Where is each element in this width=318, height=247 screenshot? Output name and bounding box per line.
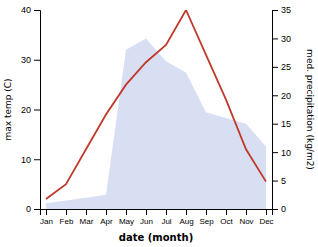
x-axis: Jan Feb Mar Apr May Jun Jul Aug Sep Oct Nov Dec <box>40 209 274 226</box>
tick-label: 35 <box>281 5 291 15</box>
tick: 20 <box>272 91 291 101</box>
y2-axis-title: med. precipitation (kg/m2) <box>305 49 315 170</box>
tick: Sep <box>199 209 214 226</box>
tick: 5 <box>272 176 286 186</box>
tick-label: Nov <box>239 217 253 226</box>
tick-mark <box>272 181 278 182</box>
tick-label: 0 <box>26 204 31 214</box>
tick-mark <box>272 67 278 68</box>
tick-label: 30 <box>21 55 31 65</box>
tick-mark <box>46 209 47 215</box>
tick-mark <box>266 209 267 215</box>
tick-mark <box>146 209 147 215</box>
tick-mark <box>272 152 278 153</box>
tick: Aug <box>179 209 193 226</box>
marks <box>46 10 266 209</box>
tick-label: Apr <box>100 217 113 226</box>
tick: 10 <box>272 148 291 158</box>
tick: 20 <box>21 105 40 115</box>
tick-label: Aug <box>179 217 193 226</box>
tick-label: 20 <box>281 91 291 101</box>
tick: 10 <box>21 155 40 165</box>
plot: Jan Feb Mar Apr May Jun Jul Aug Sep Oct Nov Dec 0 10 2… <box>21 5 291 225</box>
tick-mark <box>34 60 40 61</box>
tick-label: Jan <box>40 217 53 226</box>
tick-label: 40 <box>21 5 31 15</box>
tick: Dec <box>259 209 273 226</box>
chart: Jan Feb Mar Apr May Jun Jul Aug Sep Oct Nov Dec 0 10 2… <box>0 0 318 247</box>
tick-mark <box>166 209 167 215</box>
y2-axis: 0 5 10 15 20 25 30 35 <box>272 5 291 214</box>
tick: Jun <box>140 209 153 226</box>
tick-label: Sep <box>199 217 214 226</box>
tick: Jul <box>161 209 171 226</box>
axis-line <box>273 11 279 210</box>
axis-line <box>41 210 273 216</box>
tick: Mar <box>80 209 94 226</box>
tick-mark <box>272 124 278 125</box>
tick-mark <box>34 10 40 11</box>
tick-mark <box>206 209 207 215</box>
tick-label: Oct <box>220 217 233 226</box>
tick: 30 <box>21 55 40 65</box>
tick: Oct <box>220 209 233 226</box>
tick-mark <box>226 209 227 215</box>
tick: May <box>119 209 134 226</box>
precipitation-area <box>46 38 266 209</box>
y-axis: 0 10 20 30 40 <box>21 5 41 214</box>
tick-label: 10 <box>281 148 291 158</box>
tick-label: 15 <box>281 119 291 129</box>
y-axis-title: max temp (C) <box>3 78 13 140</box>
tick-label: 25 <box>281 62 291 72</box>
tick-mark <box>272 10 278 11</box>
tick-label: Jul <box>161 217 171 226</box>
tick-mark <box>272 38 278 39</box>
tick: 0 <box>26 204 40 214</box>
tick-mark <box>34 110 40 111</box>
tick: 25 <box>272 62 291 72</box>
tick-label: Mar <box>80 217 94 226</box>
tick-label: Feb <box>60 217 74 226</box>
tick: 15 <box>272 119 291 129</box>
temperature-line <box>46 10 266 199</box>
tick-label: 10 <box>21 155 31 165</box>
tick-label: 0 <box>281 204 286 214</box>
x-axis-title: date (month) <box>119 232 193 243</box>
tick-label: Dec <box>259 217 273 226</box>
tick-mark <box>272 209 278 210</box>
tick: 35 <box>272 5 291 15</box>
axis-line <box>34 11 41 210</box>
tick-mark <box>34 209 40 210</box>
tick-label: 20 <box>21 105 31 115</box>
tick-mark <box>106 209 107 215</box>
tick-label: Jun <box>140 217 153 226</box>
tick: 0 <box>272 204 286 214</box>
tick: Jan <box>40 209 53 226</box>
tick: Nov <box>239 209 253 226</box>
tick-mark <box>66 209 67 215</box>
tick: Apr <box>100 209 113 226</box>
tick: 40 <box>21 5 40 15</box>
tick: Feb <box>60 209 74 226</box>
tick-mark <box>126 209 127 215</box>
tick-mark <box>186 209 187 215</box>
tick-mark <box>86 209 87 215</box>
tick-mark <box>34 159 40 160</box>
tick-label: 30 <box>281 34 291 44</box>
tick-label: May <box>119 217 134 226</box>
tick-mark <box>246 209 247 215</box>
tick-label: 5 <box>281 176 286 186</box>
tick: 30 <box>272 34 291 44</box>
tick-mark <box>272 95 278 96</box>
